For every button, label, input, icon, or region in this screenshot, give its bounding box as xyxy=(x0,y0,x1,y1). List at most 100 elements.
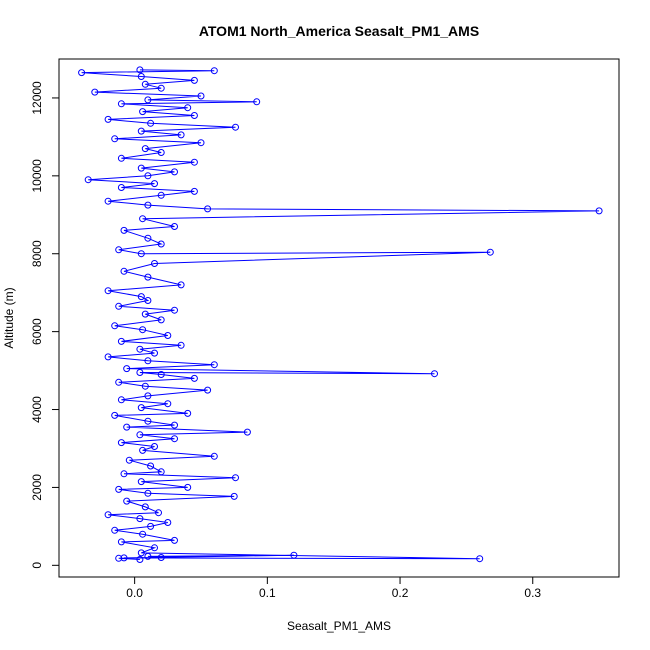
data-point xyxy=(120,267,128,275)
data-point xyxy=(290,551,298,559)
data-point xyxy=(151,180,158,188)
data-point xyxy=(486,248,494,256)
data-point xyxy=(171,536,178,544)
y-tick-label: 2000 xyxy=(30,474,44,501)
data-point xyxy=(232,474,239,482)
data-point xyxy=(84,176,92,184)
data-point xyxy=(104,353,112,361)
y-axis-label: Altitude (m) xyxy=(2,287,16,348)
data-point xyxy=(157,191,165,199)
data-point xyxy=(144,201,152,209)
data-point xyxy=(144,357,152,365)
data-point xyxy=(190,158,198,166)
data-point xyxy=(115,378,123,386)
data-point xyxy=(111,322,119,330)
data-point xyxy=(141,503,149,511)
chart-title: ATOM1 North_America Seasalt_PM1_AMS xyxy=(199,23,479,39)
data-point xyxy=(171,168,178,176)
data-point xyxy=(144,234,152,242)
data-point xyxy=(117,154,125,162)
data-point xyxy=(164,400,172,408)
data-point xyxy=(137,73,145,80)
data-point xyxy=(137,404,145,412)
data-point xyxy=(117,337,125,345)
data-point xyxy=(190,187,198,195)
x-axis-label: Seasalt_PM1_AMS xyxy=(287,619,391,633)
data-point xyxy=(144,273,152,281)
data-point xyxy=(120,554,128,562)
data-point xyxy=(115,554,123,562)
data-point xyxy=(157,84,165,92)
y-tick-label: 4000 xyxy=(30,396,44,423)
data-point xyxy=(204,205,212,213)
data-point xyxy=(104,511,112,519)
data-point xyxy=(104,197,112,205)
data-point xyxy=(171,435,178,443)
data-point xyxy=(144,489,152,497)
data-point xyxy=(136,369,144,376)
plot-area xyxy=(78,66,603,563)
data-point xyxy=(190,76,198,84)
data-point xyxy=(157,240,165,248)
data-point xyxy=(137,164,145,172)
data-point xyxy=(177,281,185,289)
data-point xyxy=(136,345,144,353)
data-point xyxy=(136,431,144,439)
data-point xyxy=(595,207,603,215)
data-point xyxy=(151,349,158,357)
data-point xyxy=(151,544,158,552)
data-point xyxy=(144,172,152,180)
data-point xyxy=(232,123,239,131)
y-tick-label: 8000 xyxy=(30,240,44,267)
data-point xyxy=(476,555,484,563)
data-point xyxy=(184,104,192,112)
y-tick-label: 12000 xyxy=(30,81,44,115)
data-point xyxy=(139,326,147,334)
data-point xyxy=(177,341,185,349)
data-point xyxy=(104,115,112,123)
data-point xyxy=(111,135,119,143)
data-point xyxy=(139,446,147,454)
data-point xyxy=(431,370,438,378)
x-tick-label: 0.2 xyxy=(392,586,409,600)
data-point xyxy=(117,439,125,447)
data-point xyxy=(151,260,158,267)
data-point xyxy=(204,386,212,394)
plot-frame xyxy=(58,58,620,578)
x-tick-label: 0.1 xyxy=(259,586,276,600)
data-point xyxy=(115,485,123,493)
data-point xyxy=(115,246,123,254)
data-point xyxy=(78,69,86,77)
data-point xyxy=(157,371,165,378)
data-point xyxy=(136,515,144,523)
data-point xyxy=(120,470,128,478)
data-point xyxy=(117,538,125,546)
data-point xyxy=(144,552,152,560)
data-point xyxy=(141,382,149,390)
data-point xyxy=(136,66,144,74)
data-point xyxy=(144,297,152,304)
data-point xyxy=(123,497,131,505)
data-point xyxy=(115,302,123,310)
data-point xyxy=(139,215,147,223)
data-point xyxy=(157,468,165,476)
data-point xyxy=(164,332,172,339)
y-axis: 0 2000 4000 6000 8000 10000 12000 xyxy=(30,81,59,569)
data-point xyxy=(111,411,119,419)
data-point xyxy=(137,549,145,557)
data-point xyxy=(125,456,133,464)
data-point xyxy=(141,310,149,318)
data-point xyxy=(147,462,155,470)
data-point xyxy=(91,88,99,96)
data-point xyxy=(144,392,152,400)
data-point xyxy=(157,149,165,156)
data-point xyxy=(139,108,147,116)
data-point xyxy=(141,80,149,88)
data-point xyxy=(123,365,131,373)
data-point xyxy=(120,226,128,234)
data-point xyxy=(151,443,158,450)
data-point xyxy=(139,530,147,538)
data-point xyxy=(157,554,165,561)
data-point xyxy=(147,119,155,127)
